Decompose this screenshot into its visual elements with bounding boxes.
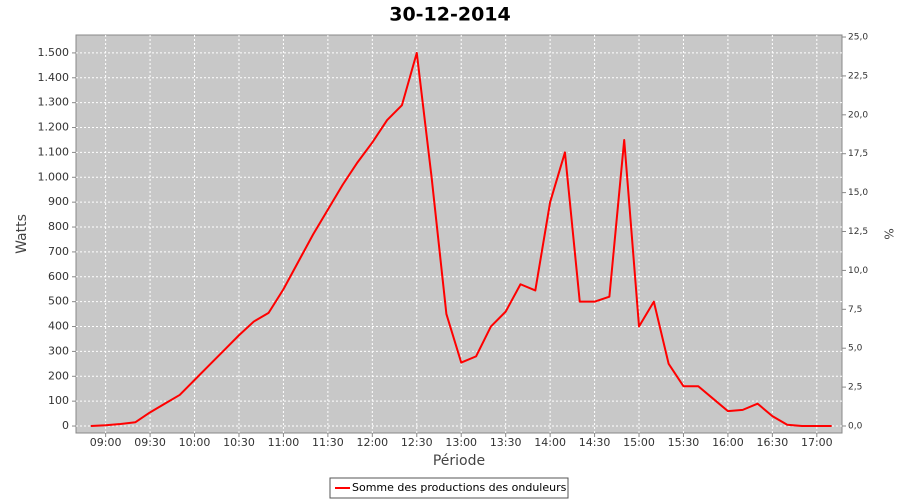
y2-tick-label: 2,5 (848, 383, 862, 393)
y2-tick-label: 20,0 (848, 110, 868, 120)
legend (329, 477, 569, 499)
y2-tick-label: 0,0 (848, 421, 863, 431)
y-tick-label: 900 (48, 195, 69, 208)
y-tick-label: 800 (48, 220, 69, 233)
x-tick-label: 12:30 (401, 436, 433, 449)
y-tick-label: 600 (48, 270, 69, 283)
y2-tick-label: 10,0 (848, 266, 868, 276)
x-tick-label: 14:00 (534, 436, 566, 449)
x-tick-label: 10:30 (223, 436, 255, 449)
y2-tick-label: 17,5 (848, 149, 868, 159)
y2-tick-label: 22,5 (848, 71, 868, 81)
y-tick-label: 0 (62, 419, 69, 432)
x-tick-label: 15:30 (668, 436, 700, 449)
y-axis-label: Watts (14, 214, 30, 254)
y-tick-label: 1.000 (38, 170, 70, 183)
x-tick-label: 16:00 (712, 436, 744, 449)
chart-title: 30-12-2014 (389, 4, 511, 26)
x-tick-label: 09:30 (134, 436, 166, 449)
y-tick-label: 400 (48, 320, 69, 333)
x-tick-label: 17:00 (801, 436, 833, 449)
x-tick-label: 13:30 (490, 436, 522, 449)
x-tick-label: 16:30 (757, 436, 789, 449)
plot-area (75, 34, 843, 434)
x-tick-label: 11:00 (268, 436, 300, 449)
x-tick-label: 11:30 (312, 436, 344, 449)
y-tick-label: 1.400 (38, 71, 70, 84)
y2-tick-label: 12,5 (848, 227, 868, 237)
y-tick-label: 1.100 (38, 145, 70, 158)
data-line (90, 51, 832, 428)
y2-tick-label: 7,5 (848, 305, 862, 315)
y-tick-label: 200 (48, 369, 69, 382)
x-axis-label: Période (433, 453, 485, 469)
y2-tick-label: 25,0 (848, 33, 868, 43)
y-tick-label: 700 (48, 245, 69, 258)
y-tick-label: 100 (48, 394, 69, 407)
x-tick-label: 12:00 (356, 436, 388, 449)
legend-label: Somme des productions des onduleurs (352, 481, 567, 494)
x-tick-label: 13:00 (445, 436, 477, 449)
y-tick-label: 1.200 (38, 121, 70, 134)
y2-axis-label: % (882, 228, 896, 239)
x-tick-label: 10:00 (179, 436, 211, 449)
y2-tick-label: 15,0 (848, 188, 868, 198)
x-tick-label: 14:30 (579, 436, 611, 449)
x-tick-label: 15:00 (623, 436, 655, 449)
y2-tick-label: 5,0 (848, 344, 863, 354)
y-tick-label: 1.500 (38, 46, 70, 59)
x-tick-label: 09:00 (90, 436, 122, 449)
y-tick-label: 300 (48, 344, 69, 357)
y-tick-label: 1.300 (38, 96, 70, 109)
y-tick-label: 500 (48, 295, 69, 308)
